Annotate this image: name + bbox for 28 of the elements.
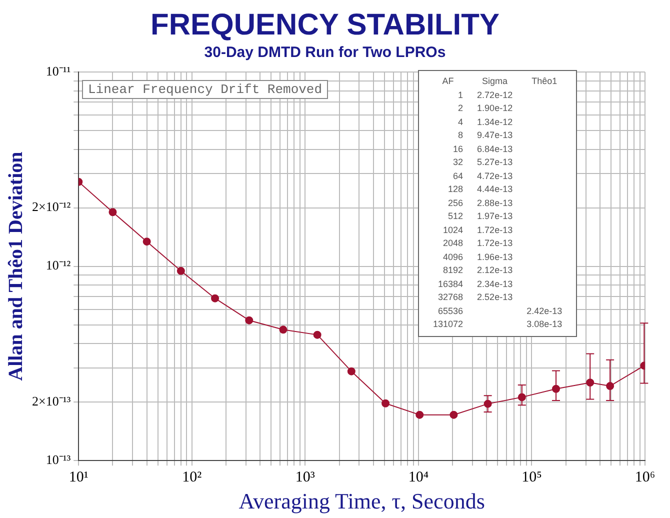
y-tick-label: 10⁻¹³: [46, 452, 71, 468]
y-tick-label: 2×10⁻¹³: [32, 394, 71, 409]
y-tick-label: 10⁻¹¹: [46, 63, 71, 78]
point: [279, 326, 288, 334]
x-tick-label: 10⁶: [634, 470, 656, 486]
point: [347, 367, 356, 376]
x-tick-label: 10²: [182, 470, 202, 486]
x-tick-label: 10⁴: [408, 470, 429, 486]
y-tick-label: 2×10⁻¹²: [32, 199, 71, 214]
point: [245, 316, 254, 324]
point: [176, 266, 185, 275]
x-axis-title: Averaging Time, τ, Seconds: [238, 488, 485, 514]
point: [108, 208, 117, 216]
point: [450, 410, 458, 419]
point: [142, 238, 151, 246]
chart-subtitle: 30-Day DMTD Run for Two LPROs: [204, 44, 446, 62]
point: [211, 294, 220, 302]
note-box: Linear Frequency Drift Removed: [82, 80, 328, 99]
x-tick-label: 10¹: [68, 470, 88, 486]
value-table-panel: AF Sigma Thêo1 1 2.72e-12 2 1.90e-12 4 1.34e-12 8 9.47e-13 16 6.84e-13 32 5.27e-13 64 4.72e-13 128 4.44e-13 256 2.88e-13 512 1.97e-13 1024 1.72e-13 2048 1.72e-13 4096 1.96e-13 8192 2.12e-13 16384 2.34e-13 32768 2.52e-13 65536 2.42e-13 131072 3.08e-13: [418, 70, 578, 336]
point: [416, 410, 424, 419]
x-tick-label: 10³: [295, 470, 316, 486]
y-tick-label: 10⁻¹²: [46, 258, 71, 273]
chart-title: FREQUENCY STABILITY: [150, 8, 500, 42]
x-tick-label: 10⁵: [522, 470, 542, 486]
y-axis-title: Allan and Thêo1 Deviation: [5, 152, 28, 381]
point: [382, 399, 390, 408]
point: [313, 330, 322, 339]
